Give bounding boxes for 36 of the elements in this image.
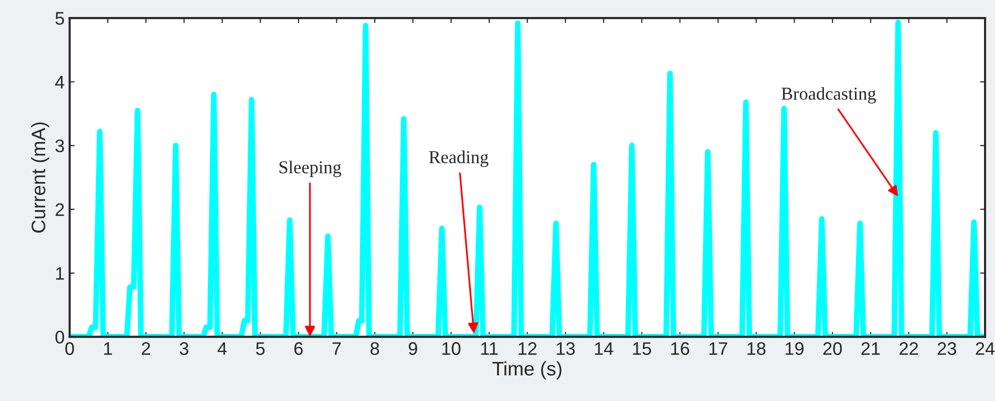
x-tick-label: 6 bbox=[294, 342, 303, 355]
x-tick-label: 24 bbox=[976, 342, 995, 355]
x-axis-title: Time (s) bbox=[492, 361, 562, 380]
x-tick-label: 2 bbox=[142, 342, 150, 355]
y-axis-title: Current (mA) bbox=[31, 122, 50, 233]
x-tick-label: 11 bbox=[481, 342, 498, 355]
x-tick-label: 19 bbox=[786, 342, 804, 355]
x-tick-label: 7 bbox=[332, 342, 341, 355]
annotation: Reading bbox=[429, 150, 488, 167]
x-tick-label: 8 bbox=[370, 342, 380, 355]
x-tick-label: 9 bbox=[408, 342, 418, 355]
y-tick-label: 1 bbox=[56, 267, 64, 280]
x-tick-label: 18 bbox=[748, 342, 766, 355]
x-tick-label: 15 bbox=[633, 342, 652, 355]
y-tick-label: 3 bbox=[55, 139, 64, 152]
x-tick-label: 23 bbox=[938, 342, 956, 355]
y-tick-label: 5 bbox=[55, 12, 64, 25]
annotation: Broadcasting bbox=[782, 87, 876, 104]
x-tick-label: 20 bbox=[823, 342, 842, 355]
x-tick-label: 13 bbox=[556, 342, 575, 355]
x-tick-label: 0 bbox=[65, 342, 74, 355]
x-tick-label: 5 bbox=[256, 342, 265, 355]
x-tick-label: 4 bbox=[218, 342, 227, 355]
x-tick-label: 12 bbox=[518, 342, 536, 355]
x-tick-label: 10 bbox=[442, 342, 460, 355]
x-tick-label: 22 bbox=[900, 342, 918, 355]
x-tick-label: 3 bbox=[180, 342, 188, 355]
y-tick-label: 2 bbox=[56, 203, 64, 216]
x-tick-label: 1 bbox=[104, 342, 112, 355]
y-tick-label: 0 bbox=[55, 330, 64, 344]
x-tick-label: 16 bbox=[671, 342, 690, 355]
x-tick-label: 21 bbox=[861, 342, 880, 355]
x-tick-label: 14 bbox=[594, 342, 614, 355]
y-tick-label: 4 bbox=[55, 76, 64, 88]
x-tick-label: 17 bbox=[709, 342, 728, 355]
annotation: Sleeping bbox=[280, 160, 342, 178]
